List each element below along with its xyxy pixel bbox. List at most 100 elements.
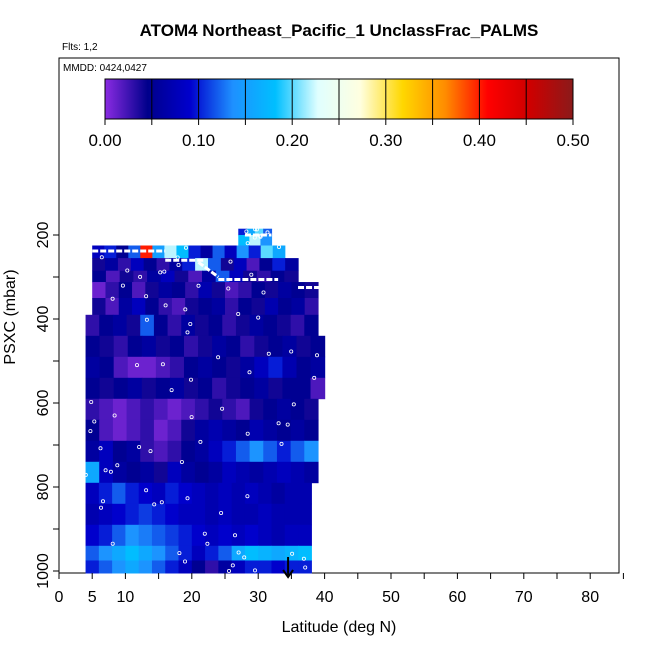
- heatmap-cell: [304, 314, 319, 337]
- heatmap-cell: [264, 298, 279, 316]
- heatmap-cell: [282, 356, 298, 379]
- sample-point: [110, 541, 115, 546]
- heatmap-cell: [178, 482, 193, 505]
- heatmap-cell: [191, 503, 206, 526]
- sample-point: [163, 303, 168, 308]
- heatmap-cell: [200, 245, 214, 259]
- heatmap-cell: [125, 545, 140, 561]
- heatmap-cell: [263, 419, 278, 442]
- heatmap-cell: [194, 398, 210, 421]
- heatmap-cell: [290, 314, 305, 337]
- heatmap-cell: [235, 419, 251, 442]
- heatmap-cell: [284, 503, 299, 526]
- heatmap-cell: [258, 560, 273, 574]
- heatmap-cell: [291, 282, 306, 299]
- heatmap-cell: [212, 356, 227, 379]
- heatmap-cell: [304, 440, 319, 463]
- sample-point: [103, 468, 108, 473]
- heatmap-cell: [112, 419, 128, 442]
- heatmap-cell: [126, 461, 141, 484]
- sample-point: [266, 351, 271, 356]
- heatmap-cell: [208, 398, 223, 421]
- heatmap-cell: [130, 258, 145, 272]
- flights-note: Flts: 1,2: [62, 42, 98, 53]
- heatmap-cell: [141, 356, 157, 379]
- sample-point: [205, 541, 210, 546]
- heatmap-cell: [222, 440, 237, 463]
- heatmap-cell: [249, 440, 264, 463]
- heatmap-cell: [85, 356, 101, 379]
- heatmap-cell: [141, 335, 157, 358]
- heatmap-cell: [178, 524, 193, 547]
- plot-frame: [58, 57, 620, 574]
- heatmap-cell: [258, 545, 273, 561]
- heatmap-cell: [181, 461, 196, 484]
- sample-point: [236, 550, 241, 555]
- heatmap-cell: [208, 440, 223, 463]
- heatmap-cell: [85, 335, 101, 358]
- sample-point: [89, 399, 94, 404]
- heatmap-cell: [212, 377, 227, 400]
- heatmap-cell: [194, 461, 210, 484]
- heatmap-cell: [272, 245, 286, 259]
- heatmap-cell: [98, 503, 113, 526]
- heatmap-cell: [169, 335, 185, 358]
- heatmap-cell: [99, 398, 114, 421]
- x-axis: 0 5 10 20 30 40 50 60 70 80: [55, 573, 624, 606]
- heatmap-cell: [133, 270, 148, 283]
- heatmap-cell: [183, 377, 199, 400]
- sample-point: [134, 363, 139, 368]
- heatmap-cell: [99, 461, 114, 484]
- heatmap-cell: [113, 335, 129, 358]
- heatmap-cell: [229, 270, 244, 283]
- heatmap-cell: [235, 398, 251, 421]
- heatmap-cell: [235, 461, 251, 484]
- heatmap-cell: [112, 461, 128, 484]
- heatmap-cell: [268, 356, 284, 379]
- sample-point: [169, 388, 174, 393]
- sample-point: [162, 269, 167, 274]
- heatmap-cell: [92, 270, 107, 283]
- heatmap-cell: [138, 524, 153, 547]
- heatmap-cell: [290, 419, 305, 442]
- chart-title: ATOM4 Northeast_Pacific_1 UnclassFrac_PA…: [140, 21, 539, 40]
- sample-point: [261, 290, 266, 295]
- heatmap-cell: [225, 298, 239, 316]
- sample-point: [285, 422, 290, 427]
- sample-point: [99, 255, 104, 260]
- heatmap-cell: [98, 524, 113, 547]
- x-tick-label: 70: [515, 589, 533, 606]
- heatmap-cell: [92, 245, 105, 259]
- heatmap-cell: [125, 560, 140, 574]
- heatmap-cell: [85, 524, 100, 547]
- heatmap-cell: [140, 419, 155, 442]
- sample-point: [245, 241, 250, 246]
- heatmap-cell: [194, 419, 210, 442]
- heatmap-cell: [298, 503, 312, 526]
- heatmap-cell: [126, 440, 141, 463]
- sample-point: [183, 245, 188, 250]
- sample-point: [226, 569, 231, 574]
- colorbar-tick-label: 0.20: [276, 131, 309, 150]
- heatmap-cell: [284, 270, 299, 283]
- heatmap-cell: [191, 545, 206, 561]
- x-tick-label: 0: [55, 589, 64, 606]
- sample-point: [99, 505, 104, 510]
- heatmap-cell: [205, 503, 219, 526]
- heatmap-cell: [167, 440, 182, 463]
- sample-point: [245, 494, 250, 499]
- heatmap-cell: [99, 335, 115, 358]
- arrow-head: [282, 569, 294, 579]
- heatmap-cell: [118, 298, 133, 316]
- heatmap-cell: [238, 298, 253, 316]
- heatmap-cell: [244, 560, 259, 574]
- heatmap-cell: [113, 377, 129, 400]
- sample-point: [252, 235, 257, 240]
- heatmap-cell: [151, 503, 166, 526]
- dates-note: MMDD: 0424,0427: [63, 63, 147, 74]
- sample-point: [276, 244, 281, 249]
- heatmap-cell: [224, 245, 238, 259]
- heatmap-cell: [236, 245, 250, 259]
- heatmap-cell: [205, 545, 219, 561]
